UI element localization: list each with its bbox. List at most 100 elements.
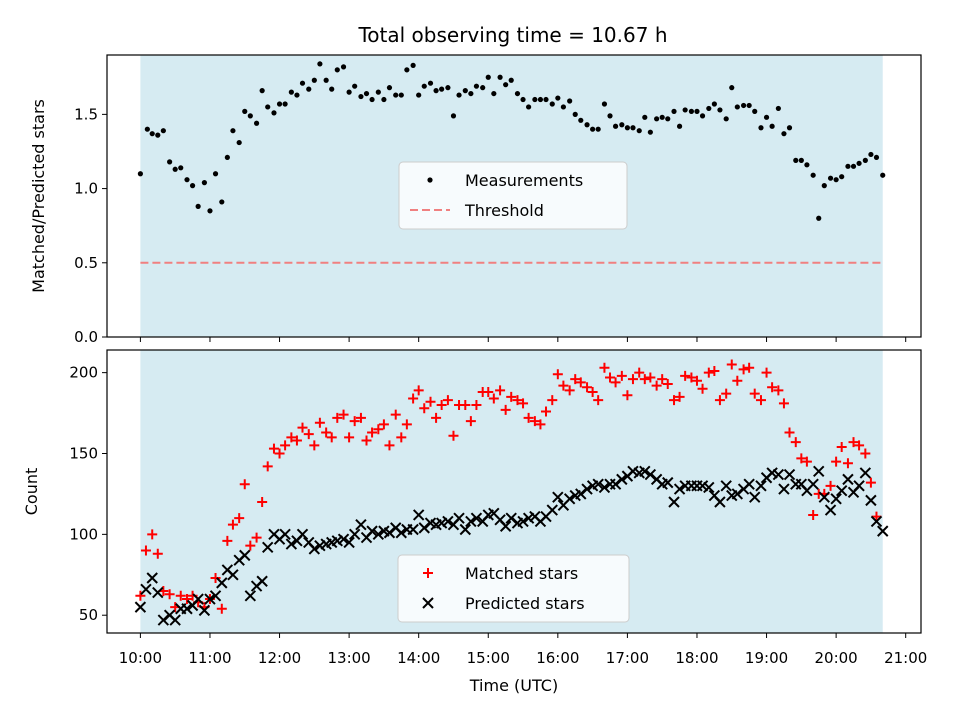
axes-frame (106, 349, 922, 634)
measurement-point (473, 83, 480, 89)
axes-frame (106, 54, 922, 338)
measurement-point (491, 90, 497, 97)
measurement-point (555, 95, 561, 101)
measurement-point (619, 122, 625, 128)
predicted-stars-point (453, 512, 465, 524)
predicted-stars-point (830, 493, 842, 505)
predicted-stars-point (859, 467, 872, 479)
x-axis-label: Time (UTC) (469, 676, 558, 695)
y-tick-label: 200 (69, 364, 98, 382)
y-tick-label: 100 (69, 525, 98, 543)
measurement-point (793, 157, 799, 163)
matched-stars-point (147, 529, 158, 540)
measurement-point (421, 83, 427, 89)
measurement-point (827, 175, 834, 181)
x-tick-label: 20:00 (815, 649, 858, 667)
matched-stars-point (216, 603, 227, 614)
measurement-point (526, 104, 532, 110)
y-tick-label: 150 (69, 444, 98, 462)
predicted-stars-point (152, 586, 164, 599)
measurement-point (711, 101, 717, 107)
measurement-point (503, 82, 509, 88)
predicted-stars-point (552, 491, 564, 503)
predicted-stars-point (778, 483, 790, 495)
matched-stars-point (182, 594, 193, 605)
matched-stars-point (605, 372, 616, 383)
legend-measurement-marker (427, 177, 433, 183)
measurement-point (294, 92, 300, 98)
matched-stars-point (616, 370, 627, 381)
matched-stars-point (378, 419, 389, 430)
measurement-point (230, 128, 236, 134)
predicted-stars-point (227, 569, 239, 581)
measurement-point (311, 77, 317, 83)
legend: Matched stars Predicted stars (397, 554, 630, 623)
measurement-point (137, 171, 143, 177)
predicted-stars-point (818, 491, 831, 503)
predicted-stars-point (285, 538, 298, 550)
measurement-point (398, 92, 404, 98)
legend-label: Matched stars (465, 564, 578, 583)
measurement-point (201, 180, 208, 186)
matched-stars-point (390, 409, 401, 420)
predicted-stars-point (499, 520, 512, 532)
matched-stars-point (338, 409, 349, 420)
matched-stars-point (384, 440, 395, 451)
matched-stars-point (425, 396, 436, 407)
measurement-point (734, 104, 740, 110)
matched-stars-point (552, 369, 563, 380)
measurement-point (665, 116, 671, 122)
matched-stars-point (784, 427, 795, 438)
measurement-point (549, 101, 555, 107)
measurement-point (439, 86, 445, 92)
x-tick-label: 15:00 (467, 649, 510, 667)
matched-stars-point (761, 367, 772, 378)
matched-stars-point (808, 509, 819, 520)
matched-stars-point (234, 513, 245, 524)
matched-stars-point (314, 417, 325, 428)
measurement-point (334, 67, 340, 73)
measurement-point (775, 105, 781, 112)
measurement-point (636, 128, 642, 134)
predicted-stars-point (366, 525, 378, 537)
matched-stars-point (251, 532, 262, 543)
predicted-stars-point (395, 527, 407, 539)
measurement-point (514, 90, 521, 97)
y-tick-label: 50 (79, 606, 98, 624)
matched-stars-point (483, 387, 494, 398)
matched-stars-point (773, 385, 784, 396)
measurement-point (786, 125, 793, 131)
measurement-point (706, 105, 712, 112)
matched-stars-point (871, 511, 882, 522)
matched-stars-point (836, 442, 847, 453)
measurement-point (276, 101, 283, 107)
measurement-point (485, 74, 491, 80)
matched-stars-point (662, 378, 673, 389)
y-tick-label: 1.0 (74, 180, 98, 198)
predicted-stars-point (592, 478, 604, 490)
matched-stars-point (703, 367, 714, 378)
matched-stars-point (669, 395, 680, 406)
measurement-point (729, 85, 735, 91)
matched-stars-point (854, 440, 865, 451)
measurement-point (160, 128, 166, 134)
predicted-stars-point (581, 483, 593, 495)
measurement-point (450, 113, 457, 119)
measurement-point (369, 96, 375, 103)
measurement-point (508, 77, 514, 83)
measurement-point (717, 107, 723, 113)
legend-box (398, 161, 628, 230)
measurement-point (584, 122, 590, 128)
predicted-stars-point (169, 614, 181, 626)
matched-stars-point (419, 403, 430, 414)
measurement-point (543, 96, 549, 103)
matched-stars-point (796, 453, 807, 464)
predicted-stars-point (835, 484, 848, 497)
measurement-point (242, 108, 248, 114)
predicted-stars-point (279, 528, 291, 541)
matched-stars-point (268, 443, 279, 454)
matched-stars-point (518, 398, 529, 409)
measurement-point (590, 126, 596, 132)
measurement-point (769, 123, 775, 129)
